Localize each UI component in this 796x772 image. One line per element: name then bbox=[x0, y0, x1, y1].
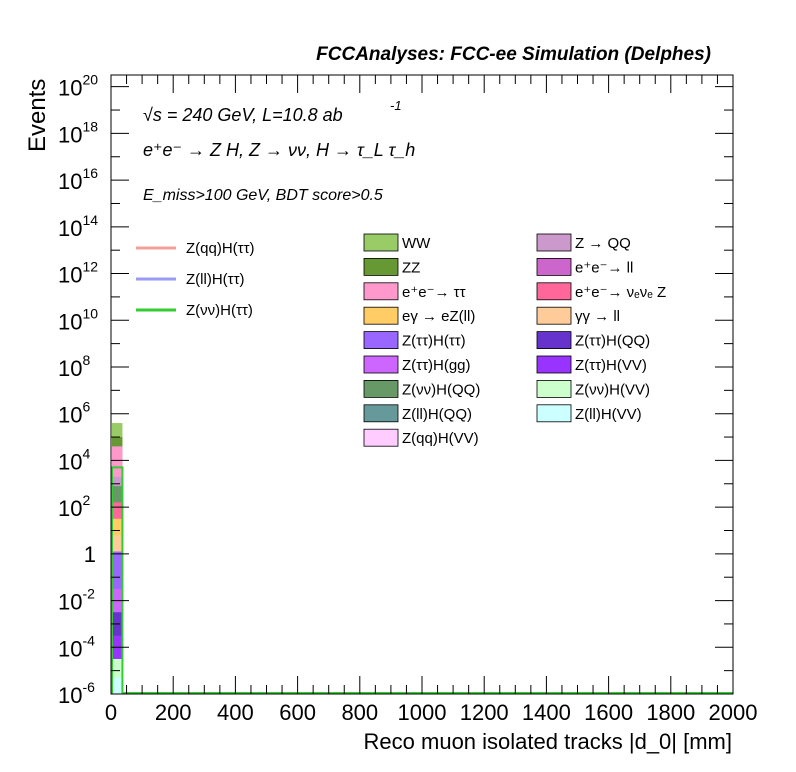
background-legend-swatch bbox=[363, 331, 399, 350]
signal-lines bbox=[111, 466, 733, 694]
background-legend-label: Z(ll)H(VV) bbox=[575, 406, 642, 423]
x-axis-label: Reco muon isolated tracks |d_0| [mm] bbox=[364, 729, 732, 754]
x-axis-ticks: 0 200 400 600 800 1000 1200 1400 1600 1800 2000 bbox=[105, 75, 758, 725]
background-legend-swatch bbox=[363, 355, 399, 374]
y-tick-label: 1012 bbox=[58, 259, 98, 288]
background-legend-swatch bbox=[536, 257, 572, 276]
background-legend-swatch bbox=[536, 306, 572, 325]
x-tick-label: 600 bbox=[279, 700, 316, 725]
background-legend-swatch bbox=[536, 404, 572, 423]
background-legend-label: eγ → eZ(ll) bbox=[402, 308, 475, 325]
background-legend-swatch bbox=[363, 282, 399, 301]
background-legend-swatch bbox=[536, 282, 572, 301]
signal-legend-label: Z(νν)H(ττ) bbox=[186, 302, 253, 319]
background-legend: WW ZZ e⁺e⁻→ ττ eγ → eZ(ll) Z(ττ)H(ττ) Z(ττ)H(… bbox=[363, 233, 666, 447]
x-tick-label: 0 bbox=[105, 700, 117, 725]
y-tick-label: 1020 bbox=[58, 72, 98, 101]
background-legend-swatch bbox=[363, 306, 399, 325]
x-tick-label: 2000 bbox=[709, 700, 758, 725]
background-legend-swatch bbox=[363, 379, 399, 398]
background-legend-swatch bbox=[363, 257, 399, 276]
background-legend-label: e⁺e⁻→ ll bbox=[575, 259, 633, 276]
y-tick-label: 1010 bbox=[58, 305, 98, 334]
x-tick-label: 1000 bbox=[398, 700, 447, 725]
background-legend-swatch bbox=[536, 355, 572, 374]
energy-annotation-exponent: -1 bbox=[390, 98, 402, 113]
x-tick-label: 400 bbox=[217, 700, 254, 725]
background-legend-label: Z(ll)H(QQ) bbox=[402, 406, 472, 423]
energy-annotation: √s = 240 GeV, L=10.8 ab bbox=[143, 105, 343, 125]
x-tick-label: 200 bbox=[155, 700, 192, 725]
bar-z-h-vv- bbox=[112, 658, 123, 694]
cuts-annotation: E_miss>100 GeV, BDT score>0.5 bbox=[143, 187, 383, 204]
background-legend-label: Z(ττ)H(QQ) bbox=[575, 333, 650, 350]
background-legend-label: Z(qq)H(VV) bbox=[402, 430, 479, 447]
background-legend-label: WW bbox=[402, 235, 431, 252]
background-legend-label: ZZ bbox=[402, 259, 420, 276]
y-tick-label: 106 bbox=[58, 399, 90, 428]
background-legend-label: e⁺e⁻→ ττ bbox=[402, 284, 466, 301]
background-legend-label: Z(νν)H(VV) bbox=[575, 381, 650, 398]
x-tick-label: 800 bbox=[341, 700, 378, 725]
histogram-bars bbox=[112, 423, 123, 694]
y-tick-label: 1014 bbox=[58, 212, 98, 241]
background-legend-label: Z(ττ)H(VV) bbox=[575, 357, 647, 374]
signal-line-z-h- bbox=[111, 466, 733, 694]
background-legend-swatch bbox=[536, 331, 572, 350]
background-legend-swatch bbox=[536, 379, 572, 398]
background-legend-label: Z → QQ bbox=[575, 235, 631, 252]
background-legend-label: e⁺e⁻→ νₑνₑ Z bbox=[575, 284, 666, 301]
background-legend-label: Z(νν)H(QQ) bbox=[402, 381, 480, 398]
background-legend-label: Z(ττ)H(ττ) bbox=[402, 333, 466, 350]
background-legend-swatch bbox=[536, 233, 572, 252]
background-legend-swatch bbox=[363, 404, 399, 423]
x-tick-label: 1600 bbox=[584, 700, 633, 725]
y-tick-label: 108 bbox=[58, 352, 90, 381]
signal-legend-label: Z(ll)H(ττ) bbox=[186, 271, 245, 288]
y-axis-ticks: 1020 1018 1016 1014 1012 1010 108 106 104 102 1 10-… bbox=[58, 72, 733, 708]
background-legend-label: γγ → ll bbox=[575, 308, 620, 325]
y-tick-label: 102 bbox=[58, 492, 90, 521]
y-tick-label: 10-4 bbox=[58, 632, 95, 661]
y-tick-label: 10-2 bbox=[58, 586, 95, 615]
y-tick-label: 10-6 bbox=[58, 679, 95, 708]
y-tick-label: 104 bbox=[58, 445, 90, 474]
y-tick-label: 1 bbox=[84, 542, 96, 567]
signal-legend: Z(qq)H(ττ) Z(ll)H(ττ) Z(νν)H(ττ) bbox=[136, 240, 255, 319]
x-tick-label: 1400 bbox=[522, 700, 571, 725]
background-legend-label: Z(ττ)H(gg) bbox=[402, 357, 471, 374]
signal-legend-label: Z(qq)H(ττ) bbox=[186, 240, 255, 257]
background-legend-swatch bbox=[363, 428, 399, 447]
y-tick-label: 1018 bbox=[58, 118, 98, 147]
x-tick-label: 1200 bbox=[460, 700, 509, 725]
background-legend-swatch bbox=[363, 233, 399, 252]
y-tick-label: 1016 bbox=[58, 165, 98, 194]
bar-z-ll-h-vv- bbox=[112, 677, 123, 694]
y-axis-label: Events bbox=[24, 79, 51, 152]
chart-title: FCCAnalyses: FCC-ee Simulation (Delphes) bbox=[316, 44, 711, 65]
x-tick-label: 1800 bbox=[646, 700, 695, 725]
process-annotation: e⁺e⁻ → Z H, Z → νν, H → τ_L τ_h bbox=[143, 140, 415, 160]
